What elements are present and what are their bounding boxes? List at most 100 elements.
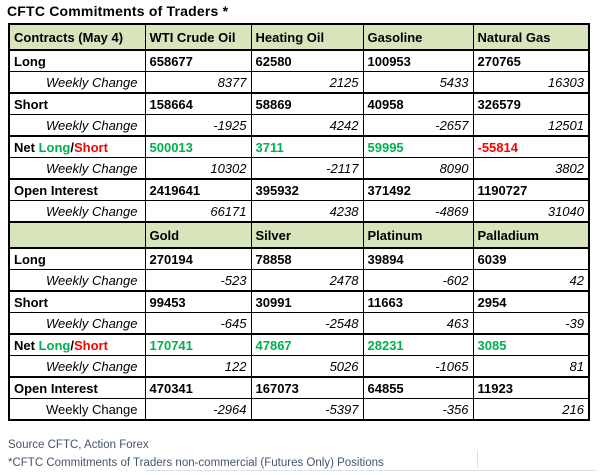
row-label: Net Long/Short xyxy=(9,333,145,356)
value-cell: -2964 xyxy=(144,398,251,420)
row-label: Weekly Change xyxy=(9,355,145,377)
value-cell: 11923 xyxy=(472,376,589,399)
commodity-header-cell: Natural Gas xyxy=(472,23,589,51)
commodity-header-cell: Gold xyxy=(144,221,251,249)
value-cell: 42 xyxy=(472,269,589,291)
row-label: Weekly Change xyxy=(9,269,145,291)
net-label-part: Net xyxy=(14,139,39,155)
value-cell: -4869 xyxy=(362,200,473,222)
value-cell: 658677 xyxy=(144,49,251,72)
row-label: Weekly Change xyxy=(9,200,145,222)
commodity-header-cell: Palladium xyxy=(472,221,589,249)
value-cell: 28231 xyxy=(362,333,473,356)
value-cell: 270194 xyxy=(144,247,251,270)
weekly-change-row: Weekly Change -645 -2548 463 -39 xyxy=(9,312,589,334)
value-cell: 12501 xyxy=(472,114,589,136)
spreadsheet-gridline-horizontal xyxy=(145,470,597,471)
value-cell: 16303 xyxy=(472,71,589,93)
data-row: Open Interest 470341 167073 64855 11923 xyxy=(9,376,589,399)
value-cell: 31040 xyxy=(472,200,589,222)
value-cell: -645 xyxy=(144,312,251,334)
value-cell: 10302 xyxy=(144,157,251,179)
value-cell: 39894 xyxy=(362,247,473,270)
value-cell: 78858 xyxy=(250,247,363,270)
value-cell: 3802 xyxy=(472,157,589,179)
page-title: CFTC Commitments of Traders * xyxy=(7,3,229,19)
value-cell: 170741 xyxy=(144,333,251,356)
value-cell: 216 xyxy=(472,398,589,420)
value-cell: 47867 xyxy=(250,333,363,356)
net-label-part: Short xyxy=(73,337,108,353)
weekly-change-row: Weekly Change -1925 4242 -2657 12501 xyxy=(9,114,589,136)
value-cell: -356 xyxy=(362,398,473,420)
value-cell: 99453 xyxy=(144,290,251,313)
contracts-header-cell: Contracts (May 4) xyxy=(9,23,145,51)
value-cell: 100953 xyxy=(362,49,473,72)
value-cell: 30991 xyxy=(250,290,363,313)
value-cell: -1925 xyxy=(144,114,251,136)
row-label: Weekly Change xyxy=(9,71,145,93)
value-cell: 58869 xyxy=(250,92,363,115)
net-label-part: / xyxy=(70,139,74,155)
value-cell: 326579 xyxy=(472,92,589,115)
value-cell: -2548 xyxy=(250,312,363,334)
value-cell: 4242 xyxy=(250,114,363,136)
net-label-part: Long xyxy=(38,139,71,155)
value-cell: 463 xyxy=(362,312,473,334)
weekly-change-row: Weekly Change 66171 4238 -4869 31040 xyxy=(9,200,589,222)
value-cell: -602 xyxy=(362,269,473,291)
data-row: Short 158664 58869 40958 326579 xyxy=(9,92,589,115)
weekly-change-row: Weekly Change 8377 2125 5433 16303 xyxy=(9,71,589,93)
value-cell: -523 xyxy=(144,269,251,291)
commodity-header-cell: Heating Oil xyxy=(250,23,363,51)
section-header-row: Gold Silver Platinum Palladium xyxy=(9,221,589,249)
value-cell: 66171 xyxy=(144,200,251,222)
row-label: Weekly Change xyxy=(9,312,145,334)
value-cell: 62580 xyxy=(250,49,363,72)
row-label: Weekly Change xyxy=(9,398,145,420)
data-row: Open Interest 2419641 395932 371492 1190727 xyxy=(9,178,589,201)
value-cell: -55814 xyxy=(472,135,589,158)
value-cell: 3711 xyxy=(250,135,363,158)
value-cell: -1065 xyxy=(362,355,473,377)
value-cell: 4238 xyxy=(250,200,363,222)
net-label-part: Long xyxy=(38,337,71,353)
value-cell: 158664 xyxy=(144,92,251,115)
value-cell: 371492 xyxy=(362,178,473,201)
value-cell: -2117 xyxy=(250,157,363,179)
value-cell: 2125 xyxy=(250,71,363,93)
row-label: Long xyxy=(9,49,145,72)
data-row: Long 270194 78858 39894 6039 xyxy=(9,247,589,270)
row-label: Weekly Change xyxy=(9,157,145,179)
net-label-part: Net xyxy=(14,337,39,353)
value-cell: 8090 xyxy=(362,157,473,179)
row-label: Open Interest xyxy=(9,376,145,399)
footnote-text: *CFTC Commitments of Traders non-commerc… xyxy=(8,457,384,469)
value-cell: 81 xyxy=(472,355,589,377)
data-row: Net Long/Short 170741 47867 28231 3085 xyxy=(9,333,589,356)
value-cell: -39 xyxy=(472,312,589,334)
section-header-row: Contracts (May 4) WTI Crude Oil Heating Oi… xyxy=(9,23,589,51)
weekly-change-row: Weekly Change 122 5026 -1065 81 xyxy=(9,355,589,377)
row-label: Net Long/Short xyxy=(9,135,145,158)
value-cell: 470341 xyxy=(144,376,251,399)
value-cell: 11663 xyxy=(362,290,473,313)
value-cell: 167073 xyxy=(250,376,363,399)
value-cell: 500013 xyxy=(144,135,251,158)
value-cell: 395932 xyxy=(250,178,363,201)
value-cell: 59995 xyxy=(362,135,473,158)
value-cell: 6039 xyxy=(472,247,589,270)
commodity-header-cell: Gasoline xyxy=(362,23,473,51)
row-label: Open Interest xyxy=(9,178,145,201)
value-cell: 2954 xyxy=(472,290,589,313)
value-cell: 64855 xyxy=(362,376,473,399)
value-cell: 40958 xyxy=(362,92,473,115)
net-label-part: Short xyxy=(73,139,108,155)
value-cell: 122 xyxy=(144,355,251,377)
row-label: Short xyxy=(9,92,145,115)
value-cell: 5433 xyxy=(362,71,473,93)
weekly-change-row: Weekly Change 10302 -2117 8090 3802 xyxy=(9,157,589,179)
weekly-change-row: Weekly Change -523 2478 -602 42 xyxy=(9,269,589,291)
value-cell: 2478 xyxy=(250,269,363,291)
source-text: Source CFTC, Action Forex xyxy=(8,439,149,451)
